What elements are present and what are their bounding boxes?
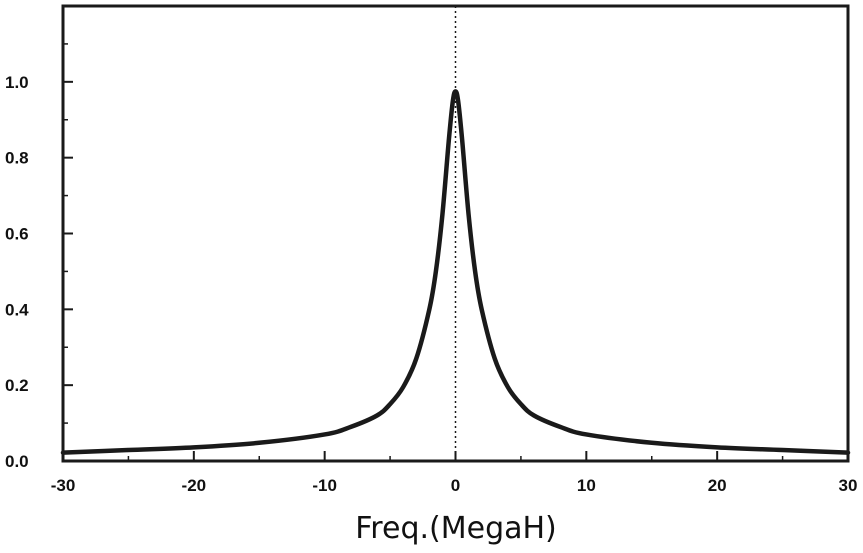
y-tick-label: 0.2 [5, 376, 29, 395]
series-layer [60, 89, 851, 455]
x-tick-label: -10 [312, 476, 337, 495]
x-tick-label: -20 [182, 476, 207, 495]
x-axis: -30 -20 -10 0 10 20 30 [51, 451, 858, 495]
x-tick-label: 30 [839, 476, 858, 495]
y-tick-label: 1.0 [5, 73, 29, 92]
y-tick-label: 0.4 [5, 300, 29, 319]
y-axis: 0.0 0.2 0.4 0.6 0.8 1.0 [5, 43, 73, 471]
x-tick-label: 20 [708, 476, 727, 495]
x-tick-label: -30 [51, 476, 76, 495]
y-tick-label: 0.8 [5, 149, 29, 168]
x-tick-label: 0 [451, 476, 460, 495]
y-tick-label: 0.6 [5, 225, 29, 244]
x-axis-title: Freq.(MegaH) [355, 511, 557, 546]
x-tick-label: 10 [577, 476, 596, 495]
series-line [60, 89, 851, 455]
y-tick-label: 0.0 [5, 452, 29, 471]
